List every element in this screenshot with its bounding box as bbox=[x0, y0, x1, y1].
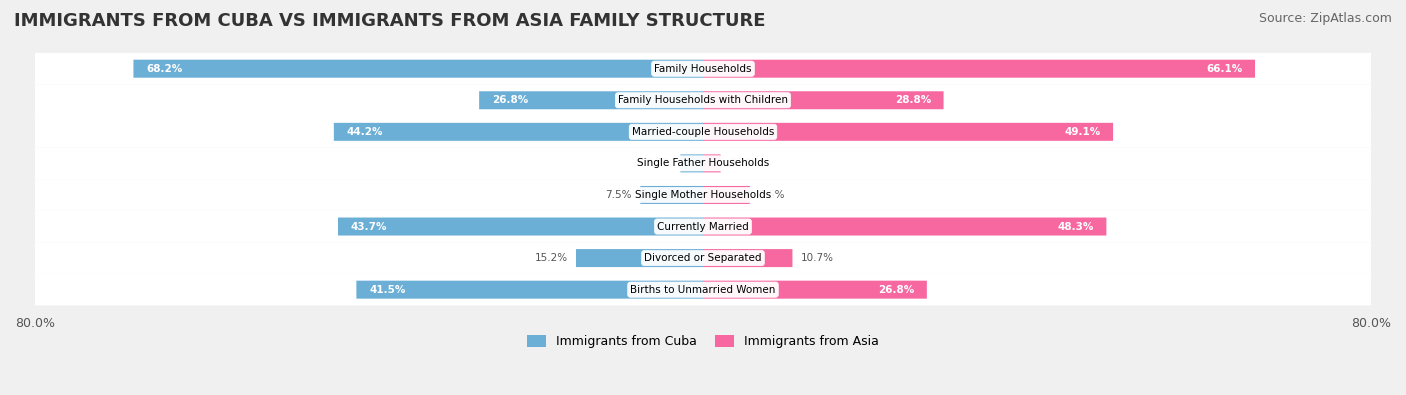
Text: Single Father Households: Single Father Households bbox=[637, 158, 769, 168]
FancyBboxPatch shape bbox=[35, 211, 1371, 242]
Text: IMMIGRANTS FROM CUBA VS IMMIGRANTS FROM ASIA FAMILY STRUCTURE: IMMIGRANTS FROM CUBA VS IMMIGRANTS FROM … bbox=[14, 12, 765, 30]
Text: Family Households with Children: Family Households with Children bbox=[619, 95, 787, 105]
FancyBboxPatch shape bbox=[35, 148, 1371, 179]
Text: 48.3%: 48.3% bbox=[1057, 222, 1094, 231]
Text: 43.7%: 43.7% bbox=[350, 222, 387, 231]
FancyBboxPatch shape bbox=[681, 154, 703, 172]
FancyBboxPatch shape bbox=[134, 60, 703, 78]
FancyBboxPatch shape bbox=[35, 179, 1371, 211]
FancyBboxPatch shape bbox=[703, 249, 793, 267]
Text: 15.2%: 15.2% bbox=[534, 253, 568, 263]
FancyBboxPatch shape bbox=[703, 60, 1256, 78]
Text: Single Mother Households: Single Mother Households bbox=[636, 190, 770, 200]
Text: Source: ZipAtlas.com: Source: ZipAtlas.com bbox=[1258, 12, 1392, 25]
Text: 5.6%: 5.6% bbox=[758, 190, 785, 200]
Text: 68.2%: 68.2% bbox=[146, 64, 183, 74]
Text: 41.5%: 41.5% bbox=[368, 285, 405, 295]
FancyBboxPatch shape bbox=[35, 274, 1371, 305]
Text: 10.7%: 10.7% bbox=[800, 253, 834, 263]
Text: 28.8%: 28.8% bbox=[894, 95, 931, 105]
FancyBboxPatch shape bbox=[703, 186, 749, 204]
Text: 26.8%: 26.8% bbox=[492, 95, 529, 105]
FancyBboxPatch shape bbox=[35, 85, 1371, 116]
Legend: Immigrants from Cuba, Immigrants from Asia: Immigrants from Cuba, Immigrants from As… bbox=[522, 330, 884, 353]
FancyBboxPatch shape bbox=[35, 53, 1371, 85]
Text: Births to Unmarried Women: Births to Unmarried Women bbox=[630, 285, 776, 295]
Text: 7.5%: 7.5% bbox=[606, 190, 633, 200]
FancyBboxPatch shape bbox=[35, 242, 1371, 274]
FancyBboxPatch shape bbox=[703, 281, 927, 299]
FancyBboxPatch shape bbox=[576, 249, 703, 267]
FancyBboxPatch shape bbox=[337, 218, 703, 235]
Text: 66.1%: 66.1% bbox=[1206, 64, 1243, 74]
Text: 26.8%: 26.8% bbox=[877, 285, 914, 295]
FancyBboxPatch shape bbox=[703, 218, 1107, 235]
Text: Currently Married: Currently Married bbox=[657, 222, 749, 231]
FancyBboxPatch shape bbox=[703, 154, 721, 172]
Text: 44.2%: 44.2% bbox=[346, 127, 382, 137]
FancyBboxPatch shape bbox=[479, 91, 703, 109]
Text: 2.1%: 2.1% bbox=[728, 158, 755, 168]
FancyBboxPatch shape bbox=[356, 281, 703, 299]
FancyBboxPatch shape bbox=[35, 116, 1371, 148]
Text: 49.1%: 49.1% bbox=[1064, 127, 1101, 137]
Text: Divorced or Separated: Divorced or Separated bbox=[644, 253, 762, 263]
FancyBboxPatch shape bbox=[333, 123, 703, 141]
Text: Married-couple Households: Married-couple Households bbox=[631, 127, 775, 137]
Text: Family Households: Family Households bbox=[654, 64, 752, 74]
FancyBboxPatch shape bbox=[640, 186, 703, 204]
FancyBboxPatch shape bbox=[703, 123, 1114, 141]
FancyBboxPatch shape bbox=[703, 91, 943, 109]
Text: 2.7%: 2.7% bbox=[645, 158, 672, 168]
